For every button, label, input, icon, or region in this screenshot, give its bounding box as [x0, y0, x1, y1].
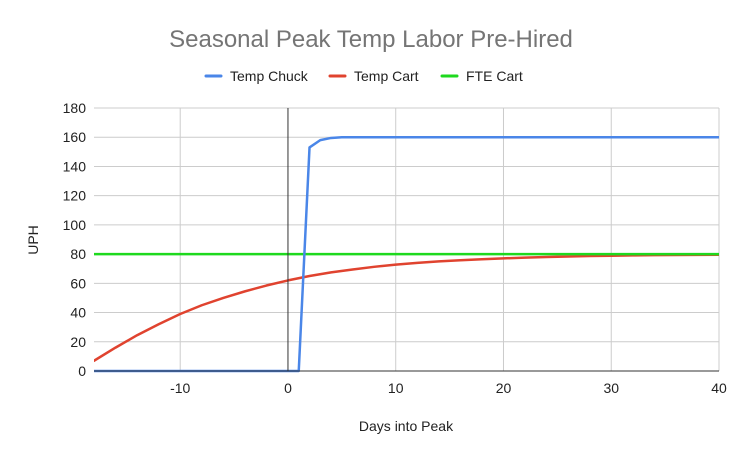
legend-label: FTE Cart [466, 68, 523, 84]
series-lines [94, 135, 719, 373]
gridlines [94, 107, 720, 371]
legend-label: Temp Cart [354, 68, 419, 84]
legend-item-temp-cart: Temp Cart [328, 68, 419, 84]
y-tick-label: 80 [70, 246, 86, 262]
y-tick-label: 120 [63, 188, 87, 204]
x-tick-label: 0 [284, 380, 292, 396]
x-tick-label: -10 [170, 380, 190, 396]
axes: 0 20 40 60 80 100 120 140 160 180 -10 0 10 20 30 40 [63, 100, 727, 396]
legend-label: Temp Chuck [230, 68, 309, 84]
y-tick-label: 0 [78, 363, 86, 379]
y-tick-label: 160 [63, 129, 87, 145]
legend-item-temp-chuck: Temp Chuck [204, 68, 309, 84]
y-tick-label: 180 [63, 100, 87, 116]
y-tick-label: 100 [63, 217, 87, 233]
y-tick-label: 60 [70, 275, 86, 291]
y-tick-label: 140 [63, 158, 87, 174]
y-axis-label: UPH [25, 225, 41, 255]
x-tick-label: 40 [711, 380, 727, 396]
chart-title: Seasonal Peak Temp Labor Pre-Hired [169, 26, 573, 53]
x-tick-label: 20 [496, 380, 512, 396]
series-line-temp-cart [94, 253, 719, 363]
x-tick-label: 10 [388, 380, 404, 396]
y-tick-label: 20 [70, 334, 86, 350]
x-axis-label: Days into Peak [359, 418, 454, 434]
legend-item-fte-cart: FTE Cart [440, 68, 523, 84]
legend: Temp Chuck Temp Cart FTE Cart [204, 68, 523, 84]
x-tick-label: 30 [603, 380, 619, 396]
y-tick-label: 40 [70, 305, 86, 321]
